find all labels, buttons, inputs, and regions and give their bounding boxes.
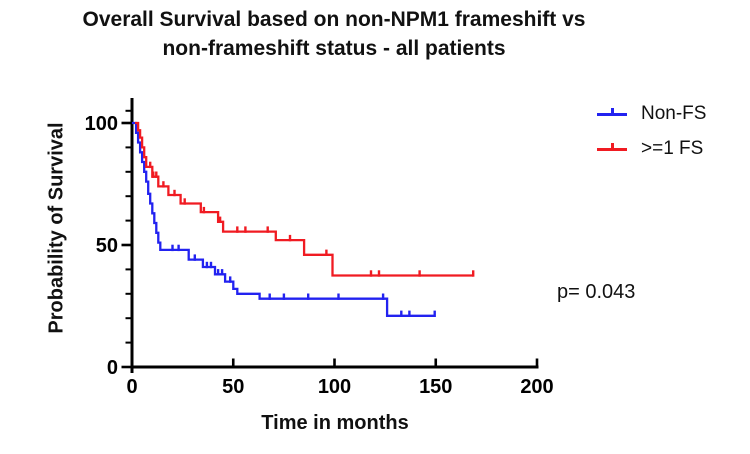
x-tick-label: 0 [126, 376, 137, 398]
x-tick-label: 50 [222, 376, 244, 398]
censor-tick-ge1-fs [369, 270, 373, 277]
censor-tick-ge1-fs [288, 234, 292, 242]
censor-tick-non-fs [171, 244, 174, 252]
chart-title: Overall Survival based on non-NPM1 frame… [10, 6, 658, 64]
censor-tick-ge1-fs [218, 216, 222, 223]
censor-tick-ge1-fs [236, 226, 239, 233]
censor-tick-non-fs [408, 310, 411, 317]
chart-title-line2: non-frameshift status - all patients [162, 36, 506, 60]
censor-tick-ge1-fs [418, 270, 421, 277]
end-censor-tick-non-fs [433, 310, 436, 317]
censor-tick-ge1-fs [149, 161, 152, 169]
censor-tick-non-fs [193, 254, 196, 261]
censor-tick-non-fs [268, 293, 271, 300]
censor-tick-non-fs [205, 261, 209, 269]
censor-tick-non-fs [282, 293, 286, 300]
chart-title-line1: Overall Survival based on non-NPM1 frame… [82, 8, 586, 31]
censor-tick-non-fs [177, 244, 180, 252]
censor-tick-ge1-fs [152, 171, 155, 178]
legend-label-non-fs: Non-FS [641, 103, 707, 124]
non-fs-line-symbol [597, 103, 627, 125]
censor-tick-non-fs [216, 269, 220, 276]
legend: Non-FS >=1 FS [597, 103, 706, 173]
y-tick-label: 100 [85, 113, 118, 135]
censor-tick-ge1-fs [377, 270, 381, 277]
survival-curve-ge1-fs [135, 121, 474, 277]
censor-tick-non-fs [381, 293, 385, 300]
censor-tick-ge1-fs [266, 226, 269, 233]
censor-tick-non-fs [307, 293, 310, 300]
p-value-annotation: p= 0.043 [557, 281, 636, 303]
censor-tick-ge1-fs [202, 206, 206, 214]
censor-tick-icon [610, 143, 614, 150]
censor-tick-ge1-fs [155, 171, 158, 178]
legend-label-ge1-fs: >=1 FS [641, 138, 704, 159]
ge1-fs-line-symbol [597, 138, 627, 160]
censor-tick-ge1-fs [183, 198, 186, 205]
legend-item-ge1-fs: >=1 FS [597, 138, 706, 160]
x-tick-label: 200 [520, 376, 553, 398]
censor-tick-ge1-fs [325, 249, 328, 256]
end-censor-tick-ge1-fs [472, 270, 475, 277]
censor-tick-icon [610, 108, 614, 115]
x-tick-label: 150 [419, 376, 452, 398]
y-tick-label: 0 [107, 357, 118, 379]
censor-tick-non-fs [209, 261, 213, 269]
censor-tick-ge1-fs [244, 226, 247, 233]
y-tick-label: 50 [96, 235, 118, 257]
censor-tick-ge1-fs [173, 189, 176, 197]
censor-tick-non-fs [220, 269, 224, 276]
legend-item-non-fs: Non-FS [597, 103, 706, 125]
x-tick-label: 100 [318, 376, 351, 398]
censor-tick-non-fs [400, 310, 403, 317]
survival-curve-non-fs [132, 121, 435, 317]
censor-tick-non-fs [229, 276, 232, 283]
censor-tick-ge1-fs [162, 181, 165, 188]
x-axis-label: Time in months [261, 412, 409, 434]
censor-tick-non-fs [337, 293, 340, 300]
